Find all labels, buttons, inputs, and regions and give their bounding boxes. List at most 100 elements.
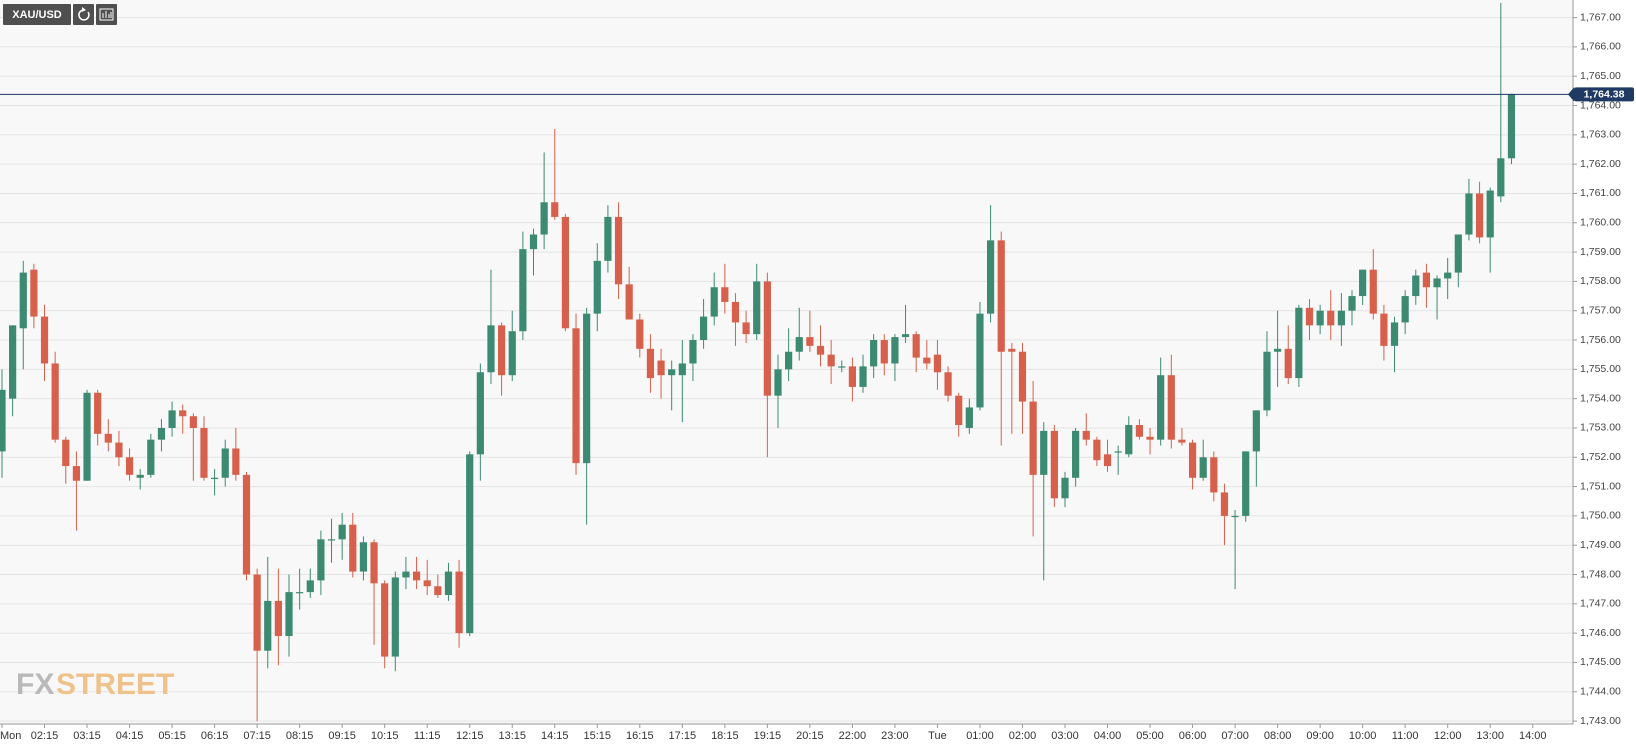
x-tick-label: 03:00 [1051,730,1079,742]
candle-body [827,354,835,367]
candle-body [997,240,1005,352]
candle-body [498,325,506,376]
candle-body [264,600,272,651]
candle-body [508,331,516,376]
candle-body [1401,296,1409,323]
x-tick-label: 07:00 [1221,730,1249,742]
y-tick-label: 1,762.00 [1580,158,1621,170]
last-price-box [1574,87,1634,102]
candle-body [125,457,134,475]
candle-body [785,351,793,370]
candle-body [72,466,81,481]
candle-body [317,539,325,581]
settings-bars [102,11,112,18]
candle-body [1284,348,1292,379]
x-tick-label: 05:00 [1136,730,1164,742]
y-tick-label: 1,759.00 [1580,246,1621,258]
candle-body [327,539,336,541]
candle-body [912,334,920,358]
candle-body [221,448,229,478]
refresh-button[interactable] [73,4,94,25]
x-tick-label: 11:00 [1392,730,1419,742]
last-price-pointer [1568,87,1574,102]
candle-body [40,316,49,364]
candle-body [359,542,368,572]
candle-body [434,586,442,596]
symbol-button[interactable] [3,4,71,25]
y-tick-label: 1,753.00 [1580,422,1621,434]
candle-body [1369,269,1377,314]
grid [0,17,1573,722]
refresh-icon [78,9,90,21]
candle-body [1359,269,1367,297]
candle-body [1188,442,1197,478]
x-tick-label: Tue [928,730,947,742]
candle-body [476,372,484,455]
x-tick-label: 09:15 [328,730,356,742]
candle-body [1252,410,1260,452]
x-tick-label: 16:15 [626,730,654,742]
candle-body [1390,322,1399,346]
candle-body [30,269,38,317]
candle-body [1380,313,1388,346]
candle-body [753,281,761,335]
candle-body [657,360,665,376]
candle-body [625,284,633,320]
candle-body [232,448,240,475]
candle-body [51,363,59,440]
candle-body [391,577,399,657]
candle-body [211,477,219,479]
x-tick-label: 06:00 [1179,730,1207,742]
candle-body [710,287,718,317]
candle-body [306,580,314,593]
last-price-label: 1,764.38 [1584,89,1625,101]
candle-body [572,328,580,464]
candle-body [1327,310,1335,326]
candle-body [200,427,208,478]
candle-body [1475,193,1484,238]
candle-body [115,442,123,458]
candle-body [1103,454,1112,467]
candle-body [965,407,973,428]
x-tick-label: 15:15 [584,730,612,742]
candle-body [1114,451,1122,453]
candle-body [349,524,357,572]
candle-body [370,542,378,584]
candle-body [136,474,144,478]
candle-body [1316,310,1324,326]
candle-body [891,337,899,364]
candle-body [1061,477,1069,499]
y-tick-label: 1,758.00 [1580,275,1621,287]
candle-body [806,337,814,346]
x-tick-label: Mon [0,730,21,742]
candle-body [901,334,910,338]
candle-body [1486,190,1494,238]
candle-body [1029,401,1037,475]
candle-body [1412,275,1420,297]
candle-body [83,392,91,481]
y-tick-label: 1,763.00 [1580,129,1621,141]
candles [0,2,1516,722]
x-tick-label: 03:15 [73,730,101,742]
x-tick-label: 12:00 [1434,730,1462,742]
candle-body [1454,234,1462,273]
y-tick-label: 1,749.00 [1580,539,1621,551]
watermark-suffix: STREET [56,668,174,701]
candle-body [168,410,176,428]
candle-body [721,287,729,302]
candle-body [1146,436,1154,440]
candle-body [519,249,527,332]
candle-body [1497,158,1505,197]
candle-body [147,439,155,475]
candle-body [955,395,963,426]
x-tick-label: 04:00 [1094,730,1122,742]
settings-icon [99,8,114,21]
candle-body [933,354,942,373]
x-tick-label: 10:00 [1349,730,1377,742]
candle-body [848,366,856,387]
x-tick-label: 05:15 [158,730,186,742]
candle-body [1465,193,1473,235]
candle-body [763,281,771,396]
